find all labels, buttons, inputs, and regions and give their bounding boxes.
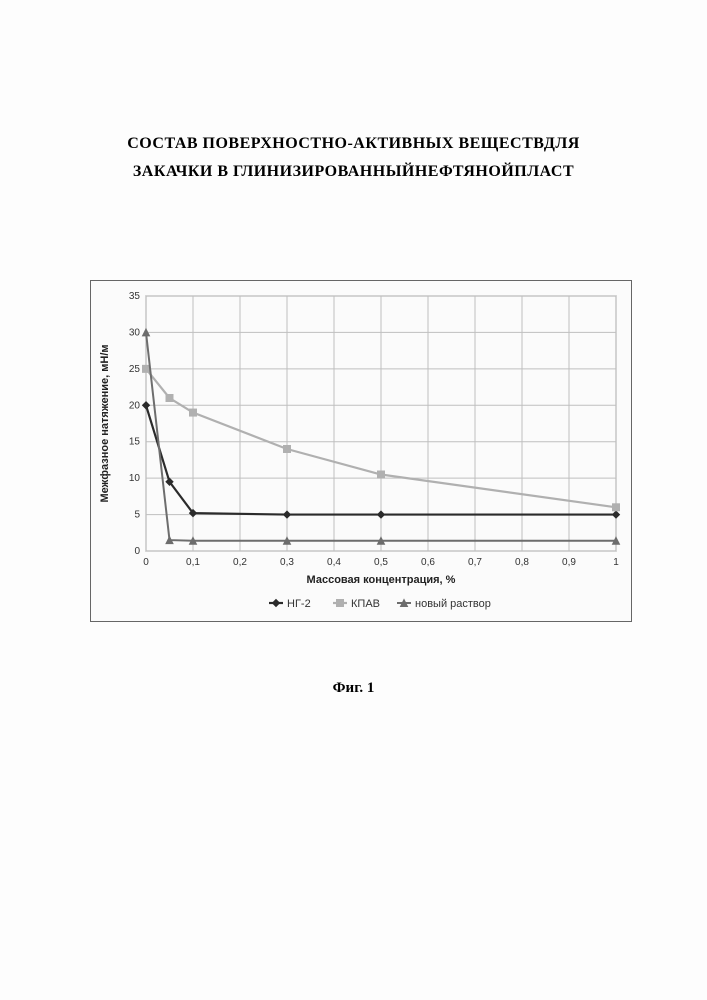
page: СОСТАВ ПОВЕРХНОСТНО-АКТИВНЫХ ВЕЩЕСТВДЛЯ … (0, 0, 707, 1000)
xtick-label: 0,9 (562, 557, 576, 568)
ytick-label: 20 (129, 400, 141, 411)
figure-caption: Фиг. 1 (0, 680, 707, 697)
ytick-label: 15 (129, 437, 141, 448)
ytick-label: 10 (129, 473, 141, 484)
legend-label: КПАВ (351, 598, 380, 610)
title-line-1: СОСТАВ ПОВЕРХНОСТНО-АКТИВНЫХ ВЕЩЕСТВДЛЯ (0, 130, 707, 158)
ytick-label: 5 (134, 510, 140, 521)
xtick-label: 0,5 (374, 557, 388, 568)
legend-label: НГ-2 (287, 598, 311, 610)
chart-container: 0 5 10 15 20 25 30 35 0 0,1 0,2 0,3 0,4 0,5 0,6 0,7 0,8 0… (90, 280, 632, 622)
title-block: СОСТАВ ПОВЕРХНОСТНО-АКТИВНЫХ ВЕЩЕСТВДЛЯ … (0, 130, 707, 186)
chart: 0 5 10 15 20 25 30 35 0 0,1 0,2 0,3 0,4 0,5 0,6 0,7 0,8 0… (91, 281, 631, 621)
xtick-label: 0,6 (421, 557, 435, 568)
xtick-label: 1 (613, 557, 619, 568)
y-axis-label: Межфазное натяжение, мН/м (99, 344, 111, 502)
xtick-label: 0,1 (186, 557, 200, 568)
x-axis-label: Массовая концентрация, % (307, 574, 456, 586)
title-line-2: ЗАКАЧКИ В ГЛИНИЗИРОВАННЫЙНЕФТЯНОЙПЛАСТ (0, 158, 707, 186)
xtick-label: 0,2 (233, 557, 247, 568)
xtick-label: 0,3 (280, 557, 294, 568)
ytick-label: 30 (129, 327, 141, 338)
xtick-label: 0,7 (468, 557, 482, 568)
ytick-label: 35 (129, 291, 141, 302)
legend-label: новый раствор (415, 598, 491, 610)
legend: НГ-2 КПАВ новый раствор (269, 598, 491, 610)
ytick-label: 25 (129, 364, 141, 375)
ytick-label: 0 (134, 546, 140, 557)
xtick-label: 0,8 (515, 557, 529, 568)
xtick-label: 0 (143, 557, 149, 568)
xtick-label: 0,4 (327, 557, 341, 568)
